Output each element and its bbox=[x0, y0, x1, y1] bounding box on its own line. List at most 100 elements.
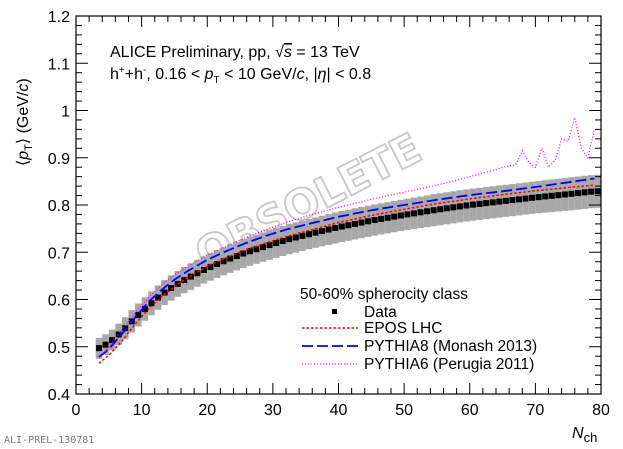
pythia8-monash-curve bbox=[98, 177, 595, 358]
data-point bbox=[273, 240, 280, 247]
data-point bbox=[397, 212, 404, 219]
data-point bbox=[430, 207, 437, 214]
data-point bbox=[122, 325, 129, 332]
data-point bbox=[181, 277, 188, 284]
data-point bbox=[299, 232, 306, 239]
data-point bbox=[220, 258, 227, 265]
data-point bbox=[292, 234, 299, 241]
data-point bbox=[404, 211, 411, 218]
data-point bbox=[456, 203, 463, 210]
data-point bbox=[594, 188, 601, 195]
y-tick-label: 0.6 bbox=[48, 293, 70, 310]
data-point bbox=[253, 246, 260, 253]
data-point bbox=[161, 289, 168, 296]
data-point bbox=[384, 214, 391, 221]
data-point bbox=[437, 206, 444, 213]
legend-label-data: Data bbox=[364, 304, 397, 321]
data-point bbox=[548, 192, 555, 199]
data-point bbox=[332, 224, 339, 231]
pythia6-perugia-curve bbox=[98, 117, 596, 360]
data-point bbox=[509, 197, 516, 204]
data-point bbox=[115, 331, 122, 338]
data-point bbox=[200, 266, 207, 273]
data-point bbox=[588, 188, 595, 195]
data-point bbox=[424, 208, 431, 215]
data-point bbox=[581, 189, 588, 196]
data-point bbox=[555, 192, 562, 199]
data-point bbox=[102, 341, 109, 348]
data-point bbox=[141, 306, 148, 313]
data-point bbox=[483, 200, 490, 207]
data-point bbox=[450, 204, 457, 211]
y-tick-label: 0.4 bbox=[48, 387, 70, 404]
model-curves bbox=[98, 117, 596, 364]
data-point bbox=[502, 197, 509, 204]
data-point bbox=[194, 270, 201, 277]
data-point bbox=[371, 217, 378, 224]
data-point bbox=[542, 193, 549, 200]
y-tick-label: 0.5 bbox=[48, 340, 70, 357]
data-point bbox=[515, 196, 522, 203]
header-line-2: h++h-, 0.16 < pT < 10 GeV/c, |η| < 0.8 bbox=[110, 65, 371, 86]
legend-label-epos: EPOS LHC bbox=[364, 320, 442, 337]
legend-label-pythia8: PYTHIA8 (Monash 2013) bbox=[364, 338, 537, 355]
data-point bbox=[312, 229, 319, 236]
data-point bbox=[443, 205, 450, 212]
data-point bbox=[240, 250, 247, 257]
x-tick-label: 30 bbox=[264, 402, 282, 419]
data-point bbox=[227, 255, 234, 262]
y-tick-label: 1 bbox=[61, 104, 70, 121]
data-point bbox=[155, 294, 162, 301]
data-point bbox=[410, 210, 417, 217]
x-tick-label: 70 bbox=[526, 402, 544, 419]
legend-title: 50-60% spherocity class bbox=[300, 286, 468, 303]
data-point bbox=[109, 337, 116, 344]
data-point bbox=[522, 195, 529, 202]
data-point bbox=[351, 220, 358, 227]
x-tick-label: 40 bbox=[330, 402, 348, 419]
x-tick-label: 80 bbox=[592, 402, 610, 419]
data-point bbox=[529, 194, 536, 201]
data-point bbox=[174, 280, 181, 287]
data-point bbox=[489, 199, 496, 206]
data-point bbox=[95, 345, 102, 352]
data-point bbox=[305, 231, 312, 238]
x-tick-label: 0 bbox=[72, 402, 81, 419]
data-point bbox=[338, 223, 345, 230]
data-point bbox=[286, 236, 293, 243]
data-point bbox=[378, 215, 385, 222]
data-point bbox=[535, 194, 542, 201]
data-point bbox=[568, 190, 575, 197]
data-point bbox=[365, 218, 372, 225]
data-point bbox=[246, 248, 253, 255]
y-axis-title: ⟨pT⟩ (GeV/c) bbox=[15, 78, 35, 166]
data-point bbox=[207, 263, 214, 270]
y-tick-label: 0.7 bbox=[48, 245, 70, 262]
x-tick-label: 50 bbox=[395, 402, 413, 419]
legend-label-pythia6: PYTHIA6 (Perugia 2011) bbox=[364, 356, 534, 373]
y-tick-label: 1.1 bbox=[48, 56, 70, 73]
data-point bbox=[575, 190, 582, 197]
data-point bbox=[135, 311, 142, 318]
data-point bbox=[266, 242, 273, 249]
data-point bbox=[476, 200, 483, 207]
data-point bbox=[168, 285, 175, 292]
axis-tick-labels: 0 10 20 30 40 50 60 70 80 0.4 0.5 0.6 0.7 0.8 0.9 1 1.1 1… bbox=[48, 9, 610, 419]
legend: 50-60% spherocity class Data EPOS LHC PY… bbox=[300, 286, 537, 373]
x-tick-label: 20 bbox=[198, 402, 216, 419]
x-axis-title: Nch bbox=[572, 425, 597, 445]
x-tick-label: 10 bbox=[133, 402, 151, 419]
data-point bbox=[260, 244, 267, 251]
data-point bbox=[470, 201, 477, 208]
epos-lhc-curve bbox=[98, 184, 595, 364]
data-point bbox=[345, 222, 352, 229]
data-point bbox=[319, 228, 326, 235]
data-point bbox=[233, 253, 240, 260]
data-point bbox=[496, 198, 503, 205]
data-point bbox=[391, 213, 398, 220]
data-point bbox=[148, 300, 155, 307]
data-point bbox=[561, 191, 568, 198]
y-tick-label: 0.8 bbox=[48, 198, 70, 215]
axis-ticks bbox=[75, 15, 602, 395]
